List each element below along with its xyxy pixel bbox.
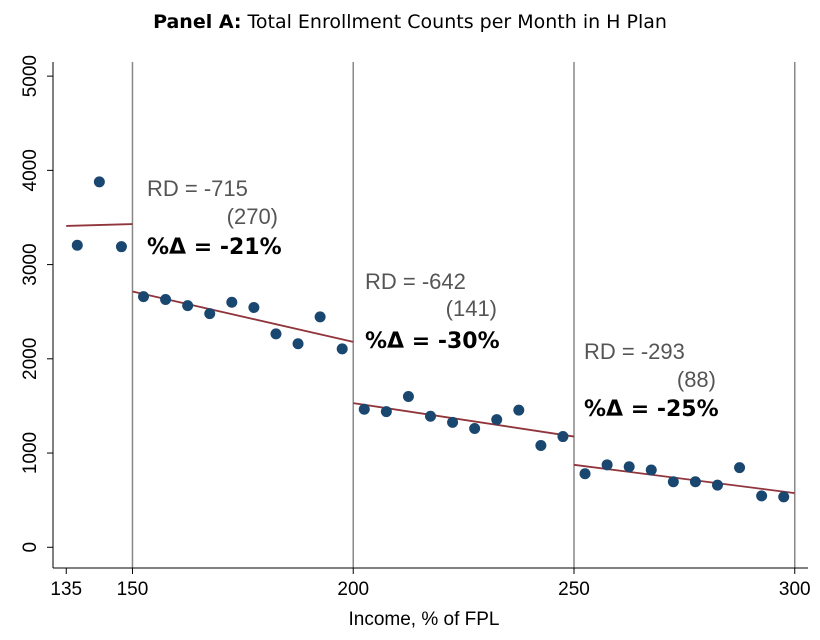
- data-point: [557, 431, 569, 443]
- y-tick-label: 5000: [20, 55, 41, 97]
- y-tick-label: 1000: [20, 432, 41, 474]
- annotation-se: (141): [446, 296, 497, 321]
- data-point: [292, 338, 304, 350]
- data-point: [535, 440, 547, 452]
- data-point: [425, 410, 436, 422]
- x-tick-label: 200: [337, 579, 369, 600]
- data-point: [93, 176, 105, 188]
- annotation-rd: RD = -715: [147, 176, 248, 201]
- data-point: [204, 308, 216, 320]
- data-point: [601, 459, 613, 471]
- data-point: [380, 406, 392, 418]
- x-tick-label: 300: [779, 579, 811, 600]
- annotation-rd: RD = -293: [584, 339, 685, 364]
- data-point: [579, 468, 591, 480]
- data-point: [270, 328, 282, 340]
- x-tick-label: 150: [117, 579, 149, 600]
- data-point: [314, 311, 326, 323]
- data-point: [138, 291, 150, 303]
- y-tick-label: 4000: [20, 149, 41, 191]
- data-point: [402, 391, 414, 403]
- data-point: [226, 296, 238, 308]
- data-point: [160, 293, 172, 305]
- y-tick-label: 3000: [20, 243, 41, 285]
- annotation-rd: RD = -642: [365, 269, 466, 294]
- data-point: [667, 476, 679, 488]
- fit-line: [573, 463, 795, 494]
- data-point: [336, 343, 348, 355]
- data-point: [115, 241, 127, 253]
- data-point: [513, 404, 525, 416]
- y-tick-label: 0: [20, 542, 41, 553]
- x-tick-label: 135: [50, 579, 82, 600]
- fit-line: [66, 223, 133, 227]
- data-point: [491, 414, 503, 426]
- data-point: [711, 479, 723, 491]
- data-point: [358, 403, 370, 415]
- data-point: [689, 476, 701, 488]
- annotation-pct: %Δ = -30%: [365, 329, 500, 354]
- x-axis-label: Income, % of FPL: [348, 609, 499, 630]
- annotation-pct: %Δ = -25%: [584, 397, 719, 422]
- title-label: Panel A:: [153, 11, 241, 33]
- y-tick-label: 2000: [20, 338, 41, 380]
- data-point: [756, 490, 768, 502]
- annotation-pct: %Δ = -21%: [147, 235, 282, 260]
- data-point: [182, 300, 194, 312]
- chart-title: Panel A: Total Enrollment Counts per Mont…: [153, 11, 667, 33]
- annotation-se: (88): [677, 367, 716, 392]
- data-point: [734, 462, 746, 474]
- data-point: [778, 491, 790, 503]
- data-point: [469, 423, 481, 435]
- data-point: [623, 461, 635, 473]
- data-point: [71, 239, 83, 251]
- annotation-se: (270): [227, 204, 278, 229]
- data-point: [447, 416, 459, 428]
- title-text: Total Enrollment Counts per Month in H P…: [247, 11, 667, 33]
- x-tick-label: 250: [558, 579, 590, 600]
- data-point: [645, 464, 657, 476]
- data-point: [248, 301, 260, 313]
